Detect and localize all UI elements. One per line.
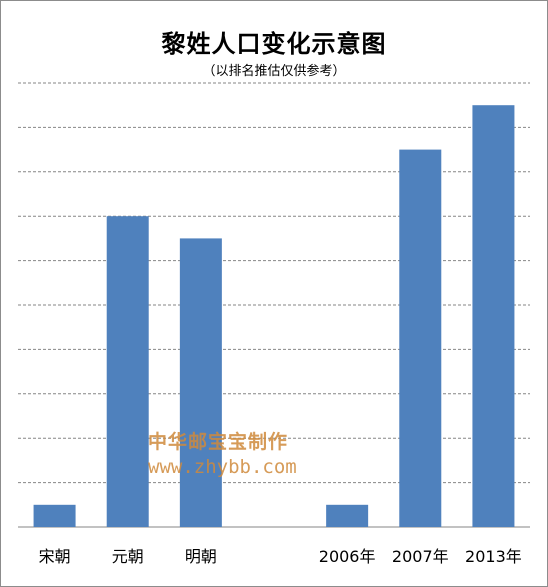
chart-title: 黎姓人口变化示意图 [161,29,387,58]
x-tick-label: 2006年 [319,547,376,566]
x-tick-label: 2013年 [465,547,522,566]
chart-subtitle: （以排名推估仅供参考） [202,64,346,79]
watermark-url: www.zhybb.com [148,456,297,478]
x-tick-label: 宋朝 [39,547,71,566]
x-tick-label: 2007年 [392,547,449,566]
bar [472,105,515,527]
x-tick-label: 元朝 [112,547,144,566]
watermark-text: 中华邮宝宝制作 [148,431,289,453]
bar [106,216,149,527]
x-tick-label: 明朝 [185,547,217,566]
bar [33,504,76,527]
bar [326,504,369,527]
bar [179,238,222,527]
bar [399,149,442,527]
